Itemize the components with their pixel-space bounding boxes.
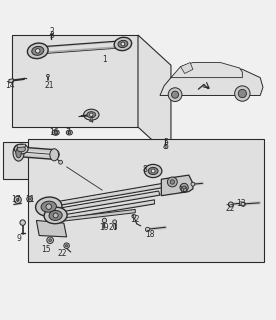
Circle shape xyxy=(47,237,54,244)
Polygon shape xyxy=(60,201,154,218)
Circle shape xyxy=(68,131,71,134)
Text: 14: 14 xyxy=(6,81,15,90)
Text: 11: 11 xyxy=(25,195,34,204)
Circle shape xyxy=(235,86,250,101)
Text: 21: 21 xyxy=(44,81,54,90)
Ellipse shape xyxy=(49,211,62,220)
Text: 4: 4 xyxy=(89,116,94,125)
Text: 7: 7 xyxy=(65,128,70,137)
Ellipse shape xyxy=(114,37,132,51)
Ellipse shape xyxy=(17,146,25,152)
Circle shape xyxy=(14,196,21,204)
Text: 15: 15 xyxy=(41,245,51,254)
Polygon shape xyxy=(9,79,13,83)
Ellipse shape xyxy=(16,148,21,158)
Ellipse shape xyxy=(84,109,99,120)
Circle shape xyxy=(182,186,186,189)
Circle shape xyxy=(102,218,107,223)
Ellipse shape xyxy=(144,164,162,178)
Ellipse shape xyxy=(27,43,48,59)
Circle shape xyxy=(20,220,25,225)
Circle shape xyxy=(28,198,31,200)
Polygon shape xyxy=(160,65,263,95)
Circle shape xyxy=(145,227,150,232)
Circle shape xyxy=(132,214,136,218)
Circle shape xyxy=(191,182,195,186)
Circle shape xyxy=(121,42,125,46)
Circle shape xyxy=(59,160,62,164)
Text: 5: 5 xyxy=(163,138,168,147)
Circle shape xyxy=(171,91,179,98)
Circle shape xyxy=(238,89,246,98)
Circle shape xyxy=(90,113,93,116)
Circle shape xyxy=(49,239,52,242)
Circle shape xyxy=(53,213,58,218)
Text: 6: 6 xyxy=(163,142,168,151)
Circle shape xyxy=(164,146,167,149)
Text: 9: 9 xyxy=(16,234,21,243)
Polygon shape xyxy=(138,35,171,157)
Ellipse shape xyxy=(118,40,128,48)
Text: 12: 12 xyxy=(131,214,140,224)
Text: 8: 8 xyxy=(142,165,147,174)
Text: 3: 3 xyxy=(49,31,54,40)
Circle shape xyxy=(113,220,116,224)
Ellipse shape xyxy=(87,112,96,118)
Circle shape xyxy=(167,177,177,187)
Ellipse shape xyxy=(41,201,56,212)
Ellipse shape xyxy=(50,149,59,161)
Circle shape xyxy=(65,244,68,247)
Circle shape xyxy=(228,202,233,207)
Circle shape xyxy=(64,243,69,248)
Polygon shape xyxy=(28,140,264,262)
Polygon shape xyxy=(12,35,138,127)
Circle shape xyxy=(180,183,188,192)
Polygon shape xyxy=(181,62,193,74)
Circle shape xyxy=(16,198,19,201)
Circle shape xyxy=(239,202,243,205)
Circle shape xyxy=(54,131,57,134)
Text: 18: 18 xyxy=(146,230,155,239)
Polygon shape xyxy=(36,220,67,237)
Text: 22: 22 xyxy=(225,204,235,212)
Text: 16: 16 xyxy=(49,128,59,137)
Polygon shape xyxy=(33,42,125,52)
Text: 19: 19 xyxy=(99,223,108,232)
Polygon shape xyxy=(161,175,193,196)
Polygon shape xyxy=(60,200,155,220)
Text: 2: 2 xyxy=(49,27,54,36)
Circle shape xyxy=(168,88,182,101)
Ellipse shape xyxy=(13,145,24,161)
Text: 17: 17 xyxy=(11,195,21,204)
Polygon shape xyxy=(17,144,25,148)
Text: 20: 20 xyxy=(108,223,118,232)
Circle shape xyxy=(151,169,155,173)
Text: 1: 1 xyxy=(103,55,107,64)
Circle shape xyxy=(46,204,52,209)
Polygon shape xyxy=(33,46,125,54)
Circle shape xyxy=(170,180,174,184)
Circle shape xyxy=(241,202,245,206)
Polygon shape xyxy=(60,183,164,205)
Ellipse shape xyxy=(66,130,72,135)
Ellipse shape xyxy=(36,197,62,216)
Circle shape xyxy=(47,74,49,77)
Polygon shape xyxy=(60,184,163,204)
Circle shape xyxy=(36,49,40,53)
Ellipse shape xyxy=(32,46,44,55)
Polygon shape xyxy=(3,142,67,179)
Polygon shape xyxy=(60,191,160,212)
Circle shape xyxy=(27,196,32,202)
Polygon shape xyxy=(53,209,135,222)
Text: 13: 13 xyxy=(236,199,246,208)
Polygon shape xyxy=(171,62,242,78)
Ellipse shape xyxy=(52,130,59,135)
Ellipse shape xyxy=(44,207,67,224)
Ellipse shape xyxy=(14,144,28,154)
Text: 22: 22 xyxy=(58,249,67,259)
Ellipse shape xyxy=(148,167,158,174)
Polygon shape xyxy=(60,192,158,211)
Polygon shape xyxy=(32,41,126,54)
Text: 10: 10 xyxy=(179,186,188,195)
